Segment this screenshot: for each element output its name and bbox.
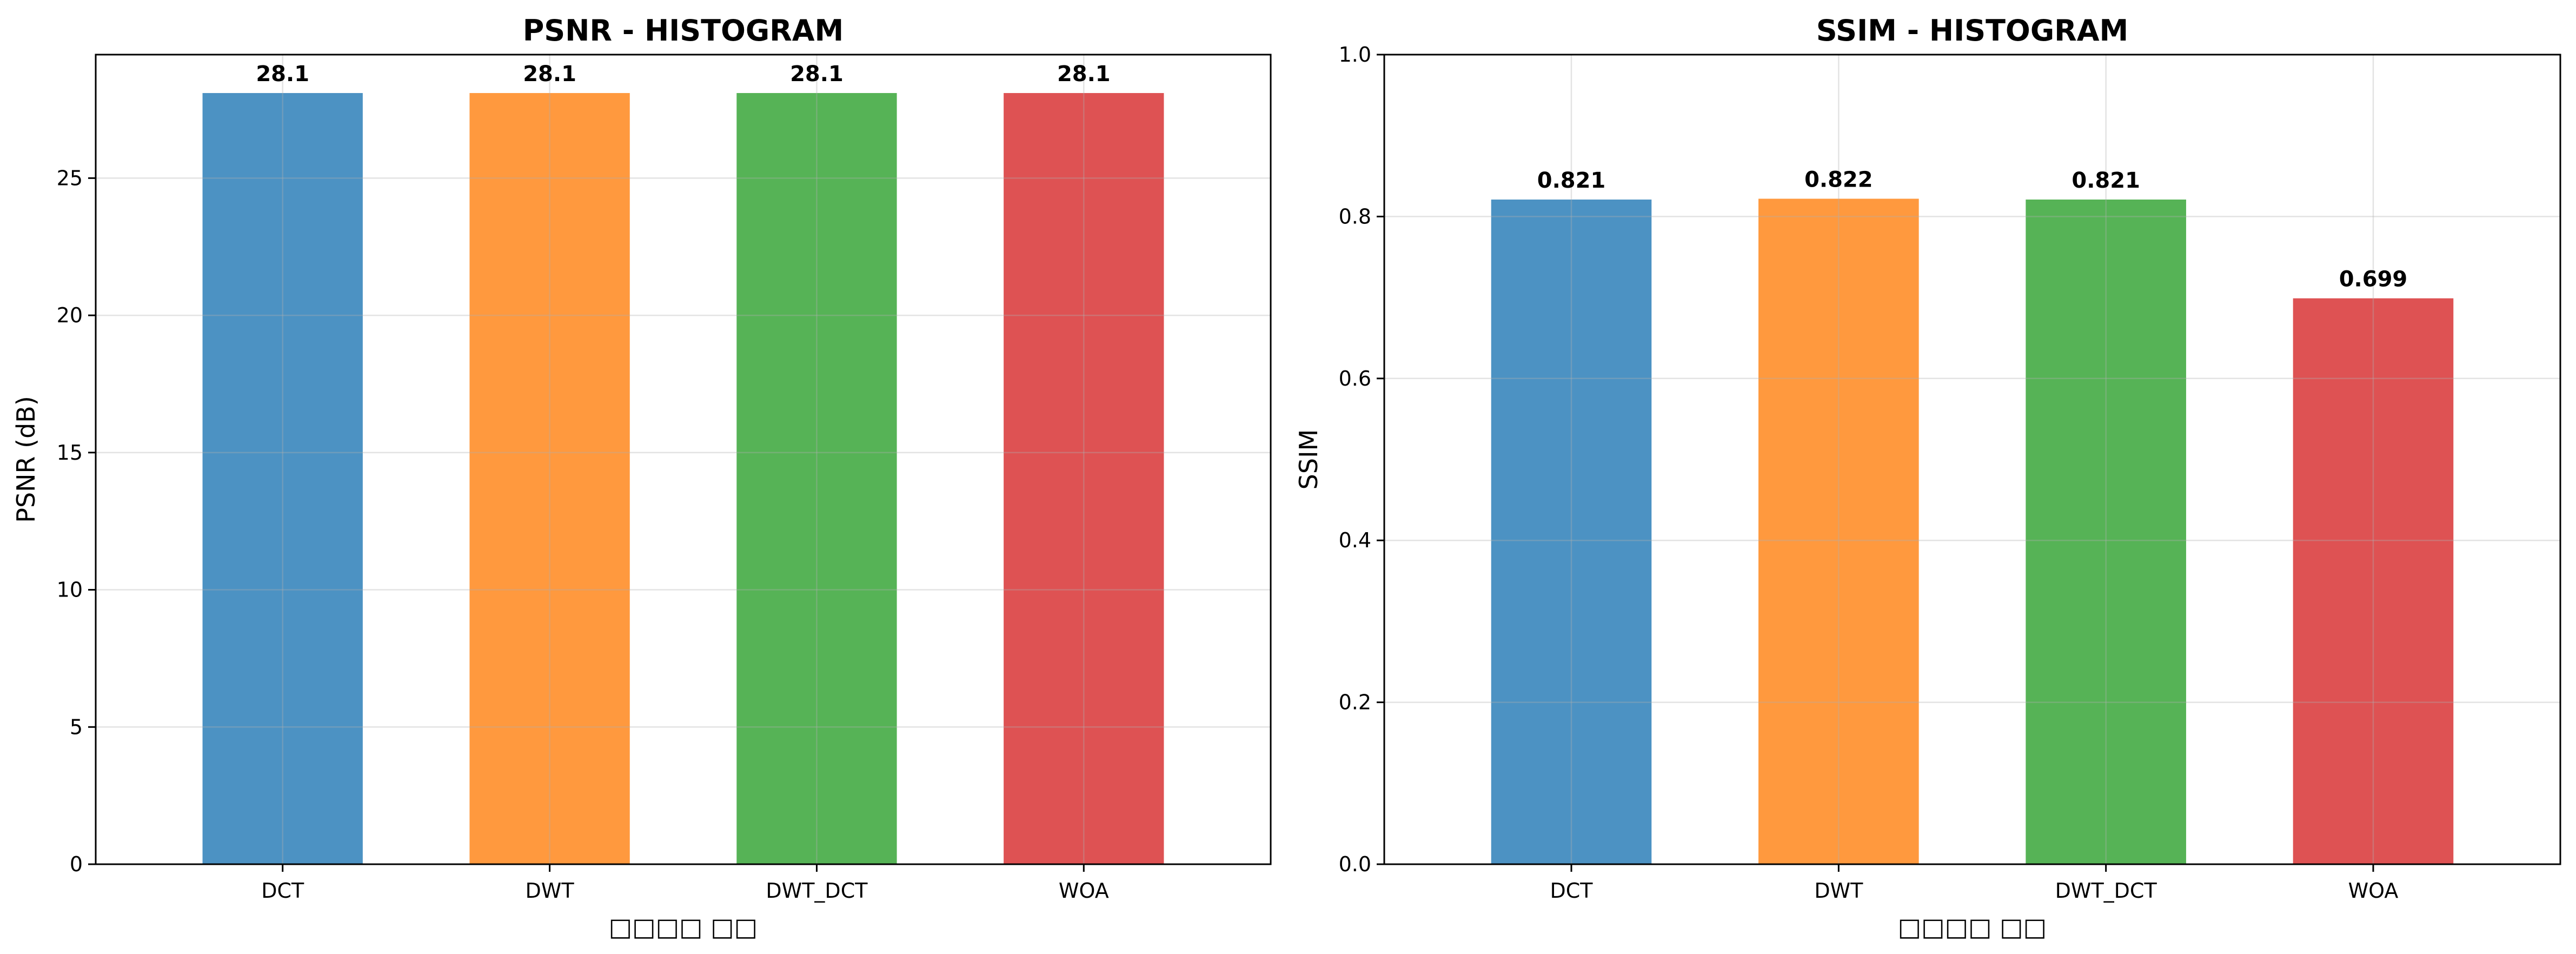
psnr-y-tick-label: 15 [57, 441, 83, 465]
psnr-y-tick-label: 5 [70, 715, 83, 739]
ssim-y-tick-label: 0.8 [1339, 204, 1371, 228]
psnr-y-tick-label: 25 [57, 166, 83, 190]
ssim-data-label: 0.821 [1537, 168, 1606, 193]
ssim-chart-title: SSIM - HISTOGRAM [1816, 14, 2129, 48]
psnr-data-label: 28.1 [523, 62, 576, 87]
ssim-y-axis-label: SSIM [1294, 429, 1323, 490]
ssim-y-tick-label: 0.0 [1339, 852, 1371, 876]
psnr-y-tick-label: 10 [57, 578, 83, 602]
psnr-x-tick-label: WOA [1059, 879, 1109, 903]
psnr-chart: 0 5 10 15 20 25 DCT DWT DWT_DCT WOA 28.1 28.1 28.1 28… [11, 14, 1271, 942]
ssim-x-tick-label: DWT_DCT [2055, 879, 2157, 903]
ssim-data-label: 0.699 [2339, 267, 2408, 292]
ssim-x-tick-label: WOA [2348, 879, 2399, 903]
ssim-y-tick-label: 1.0 [1339, 43, 1371, 67]
psnr-y-tick-label: 0 [70, 852, 83, 876]
psnr-chart-title: PSNR - HISTOGRAM [523, 14, 844, 48]
ssim-x-tick-label: DCT [1550, 879, 1594, 903]
psnr-y-axis-label: PSNR (dB) [11, 396, 41, 523]
ssim-y-tick-label: 0.2 [1339, 691, 1371, 714]
psnr-data-label: 28.1 [790, 62, 844, 87]
psnr-x-tick-label: DWT_DCT [766, 879, 868, 903]
ssim-y-tick-label: 0.6 [1339, 367, 1371, 390]
ssim-chart: 0.0 0.2 0.4 0.6 0.8 1.0 DCT DWT DWT_DCT WOA 0.821 0… [1294, 14, 2560, 942]
ssim-data-label: 0.821 [2072, 168, 2140, 193]
psnr-data-label: 28.1 [256, 62, 309, 87]
psnr-x-tick-label: DWT [526, 879, 575, 903]
ssim-y-tick-label: 0.4 [1339, 528, 1371, 552]
ssim-x-axis-label: □□□□ □□ [1898, 912, 2047, 942]
ssim-x-tick-label: DWT [1814, 879, 1863, 903]
psnr-x-axis-label: □□□□ □□ [609, 912, 758, 942]
psnr-data-label: 28.1 [1057, 62, 1111, 87]
psnr-x-tick-label: DCT [261, 879, 304, 903]
psnr-y-tick-label: 20 [57, 303, 83, 327]
ssim-data-label: 0.822 [1804, 167, 1873, 192]
